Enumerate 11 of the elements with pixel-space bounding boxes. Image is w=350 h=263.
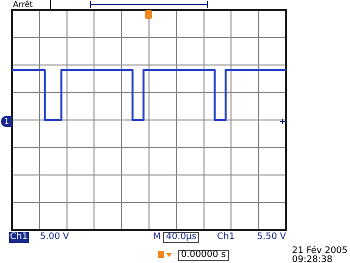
- text: 40.0µs: [163, 232, 200, 243]
- text: M: [153, 232, 161, 243]
- text: 1: [1, 116, 12, 127]
- text: 09:28:38: [292, 255, 332, 263]
- text: Ch1: [217, 232, 235, 243]
- text: Arrêt: [13, 0, 33, 10]
- text: 5.50 V: [257, 232, 286, 243]
- text: 21 Fév 2005: [292, 246, 348, 256]
- text: 0.00000 s: [178, 250, 229, 261]
- text: 5.00 V: [40, 232, 70, 243]
- text: Ch1: [9, 232, 29, 243]
